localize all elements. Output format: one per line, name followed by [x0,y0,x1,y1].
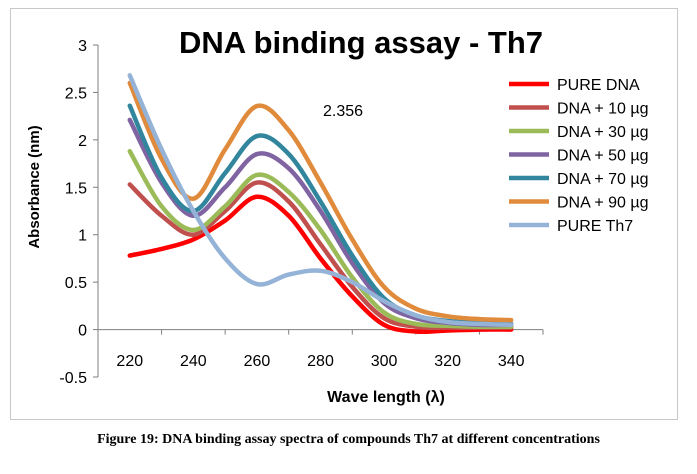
y-tick-label: 0 [78,323,87,340]
chart-frame: DNA binding assay - Th7 -0.5 0 0.5 1 1.5 2 2.5… [10,8,678,420]
y-tick-label: 1.5 [65,180,87,197]
legend-label-1: DNA + 10 µg [557,101,649,118]
y-tick-label: 2 [78,133,87,150]
legend: PURE DNA DNA + 10 µg DNA + 30 µg DNA + 50 µ… [509,77,649,235]
x-tick-label: 300 [371,353,398,370]
series-layer [127,73,514,335]
legend-label-4: DNA + 70 µg [557,171,649,188]
legend-label-2: DNA + 30 µg [557,124,649,141]
y-tick-label: 2.5 [65,85,87,102]
series-line-3 [127,117,514,328]
series-line-6 [127,73,514,328]
x-axis-label: Wave length (λ) [327,389,445,406]
figure-caption: Figure 19: DNA binding assay spectra of … [97,432,600,447]
legend-label-0: PURE DNA [557,77,640,94]
y-axis-label: Absorbance (nm) [26,125,43,248]
series-line-2 [127,148,514,330]
legend-label-6: PURE Th7 [557,218,633,235]
y-tick-label: -0.5 [59,370,87,387]
axes: -0.5 0 0.5 1 1.5 2 2.5 3 220 240 260 280 300 320 340 [59,38,544,387]
annotation-peak: 2.356 [323,103,363,120]
x-tick-label: 320 [434,353,461,370]
series-line-0 [127,194,514,335]
x-tick-label: 240 [180,353,207,370]
y-tick-label: 0.5 [65,275,87,292]
legend-label-5: DNA + 90 µg [557,195,649,212]
line-chart: DNA binding assay - Th7 -0.5 0 0.5 1 1.5 2 2.5… [26,25,649,406]
y-tick-label: 1 [78,228,87,245]
x-tick-label: 220 [116,353,143,370]
x-tick-label: 280 [307,353,334,370]
x-tick-label: 340 [498,353,525,370]
x-tick-label: 260 [244,353,271,370]
y-tick-label: 3 [78,38,87,55]
legend-label-3: DNA + 50 µg [557,148,649,165]
series-line-5 [127,80,514,323]
chart-title: DNA binding assay - Th7 [179,25,543,60]
